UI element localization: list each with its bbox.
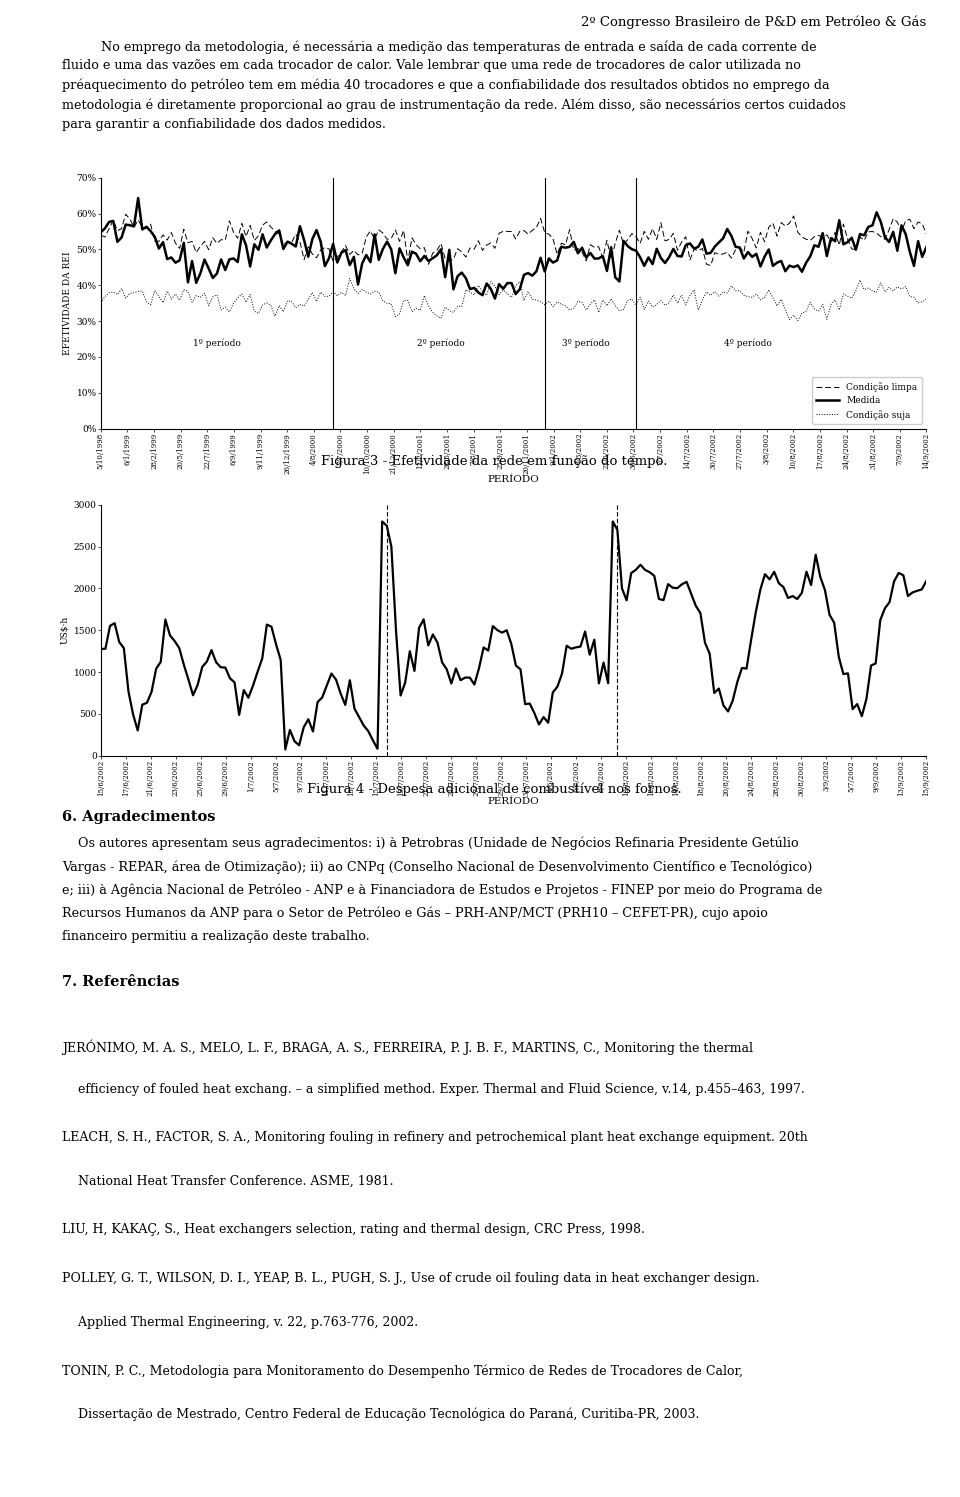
Text: efficiency of fouled heat exchang. – a simplified method. Exper. Thermal and Flu: efficiency of fouled heat exchang. – a s… bbox=[62, 1082, 805, 1096]
Text: para garantir a confiabilidade dos dados medidos.: para garantir a confiabilidade dos dados… bbox=[62, 118, 386, 130]
Text: JERÓNIMO, M. A. S., MELO, L. F., BRAGA, A. S., FERREIRA, P. J. B. F., MARTINS, C: JERÓNIMO, M. A. S., MELO, L. F., BRAGA, … bbox=[62, 1039, 754, 1055]
Text: 4º período: 4º período bbox=[724, 338, 772, 349]
Text: Recursos Humanos da ANP para o Setor de Petróleo e Gás – PRH-ANP/MCT (PRH10 – CE: Recursos Humanos da ANP para o Setor de … bbox=[62, 907, 768, 921]
X-axis label: PERÍODO: PERÍODO bbox=[488, 475, 540, 484]
Text: National Heat Transfer Conference. ASME, 1981.: National Heat Transfer Conference. ASME,… bbox=[62, 1175, 394, 1189]
Text: 1º período: 1º período bbox=[193, 338, 241, 349]
Text: Applied Thermal Engineering, v. 22, p.763-776, 2002.: Applied Thermal Engineering, v. 22, p.76… bbox=[62, 1316, 419, 1328]
Text: fluido e uma das vazões em cada trocador de calor. Vale lembrar que uma rede de : fluido e uma das vazões em cada trocador… bbox=[62, 60, 802, 72]
Text: 7. Referências: 7. Referências bbox=[62, 975, 180, 990]
Text: Figura 4 - Despesa adicional de combustível nos fornos.: Figura 4 - Despesa adicional de combustí… bbox=[307, 783, 682, 796]
Text: POLLEY, G. T., WILSON, D. I., YEAP, B. L., PUGH, S. J., Use of crude oil fouling: POLLEY, G. T., WILSON, D. I., YEAP, B. L… bbox=[62, 1272, 760, 1284]
X-axis label: PERÍODO: PERÍODO bbox=[488, 798, 540, 807]
Y-axis label: EFETIVIDADE DA REI: EFETIVIDADE DA REI bbox=[63, 251, 72, 355]
Text: financeiro permitiu a realização deste trabalho.: financeiro permitiu a realização deste t… bbox=[62, 930, 371, 943]
Text: 3º período: 3º período bbox=[563, 338, 610, 349]
Text: Vargas - REPAR, área de Otimização); ii) ao CNPq (Conselho Nacional de Desenvolv: Vargas - REPAR, área de Otimização); ii)… bbox=[62, 861, 813, 874]
Text: e; iii) à Agência Nacional de Petróleo - ANP e à Financiadora de Estudos e Proje: e; iii) à Agência Nacional de Petróleo -… bbox=[62, 883, 823, 897]
Text: metodologia é diretamente proporcional ao grau de instrumentação da rede. Além d: metodologia é diretamente proporcional a… bbox=[62, 99, 847, 112]
Legend: Condição limpa, Medida, Condição suja: Condição limpa, Medida, Condição suja bbox=[812, 377, 922, 424]
Text: Figura 3 - Efetividade da rede em função do tempo.: Figura 3 - Efetividade da rede em função… bbox=[322, 455, 667, 469]
Y-axis label: US$·h: US$·h bbox=[60, 617, 69, 644]
Text: Os autores apresentam seus agradecimentos: i) à Petrobras (Unidade de Negócios R: Os autores apresentam seus agradecimento… bbox=[62, 837, 799, 850]
Text: préaquecimento do petróleo tem em média 40 trocadores e que a confiabilidade dos: préaquecimento do petróleo tem em média … bbox=[62, 79, 830, 93]
Text: 6. Agradecimentos: 6. Agradecimentos bbox=[62, 810, 216, 823]
Text: LEACH, S. H., FACTOR, S. A., Monitoring fouling in refinery and petrochemical pl: LEACH, S. H., FACTOR, S. A., Monitoring … bbox=[62, 1132, 808, 1144]
Text: Dissertação de Mestrado, Centro Federal de Educação Tecnológica do Paraná, Curit: Dissertação de Mestrado, Centro Federal … bbox=[62, 1407, 700, 1421]
Text: TONIN, P. C., Metodologia para Monitoramento do Desempenho Térmico de Redes de T: TONIN, P. C., Metodologia para Monitoram… bbox=[62, 1364, 743, 1377]
Text: No emprego da metodologia, é necessária a medição das temperaturas de entrada e : No emprego da metodologia, é necessária … bbox=[102, 40, 817, 54]
Text: LIU, H, KAKAÇ, S., Heat exchangers selection, rating and thermal design, CRC Pre: LIU, H, KAKAÇ, S., Heat exchangers selec… bbox=[62, 1223, 645, 1237]
Text: 2º Congresso Brasileiro de P&D em Petróleo & Gás: 2º Congresso Brasileiro de P&D em Petról… bbox=[581, 16, 926, 30]
Text: 2º período: 2º período bbox=[418, 338, 465, 349]
